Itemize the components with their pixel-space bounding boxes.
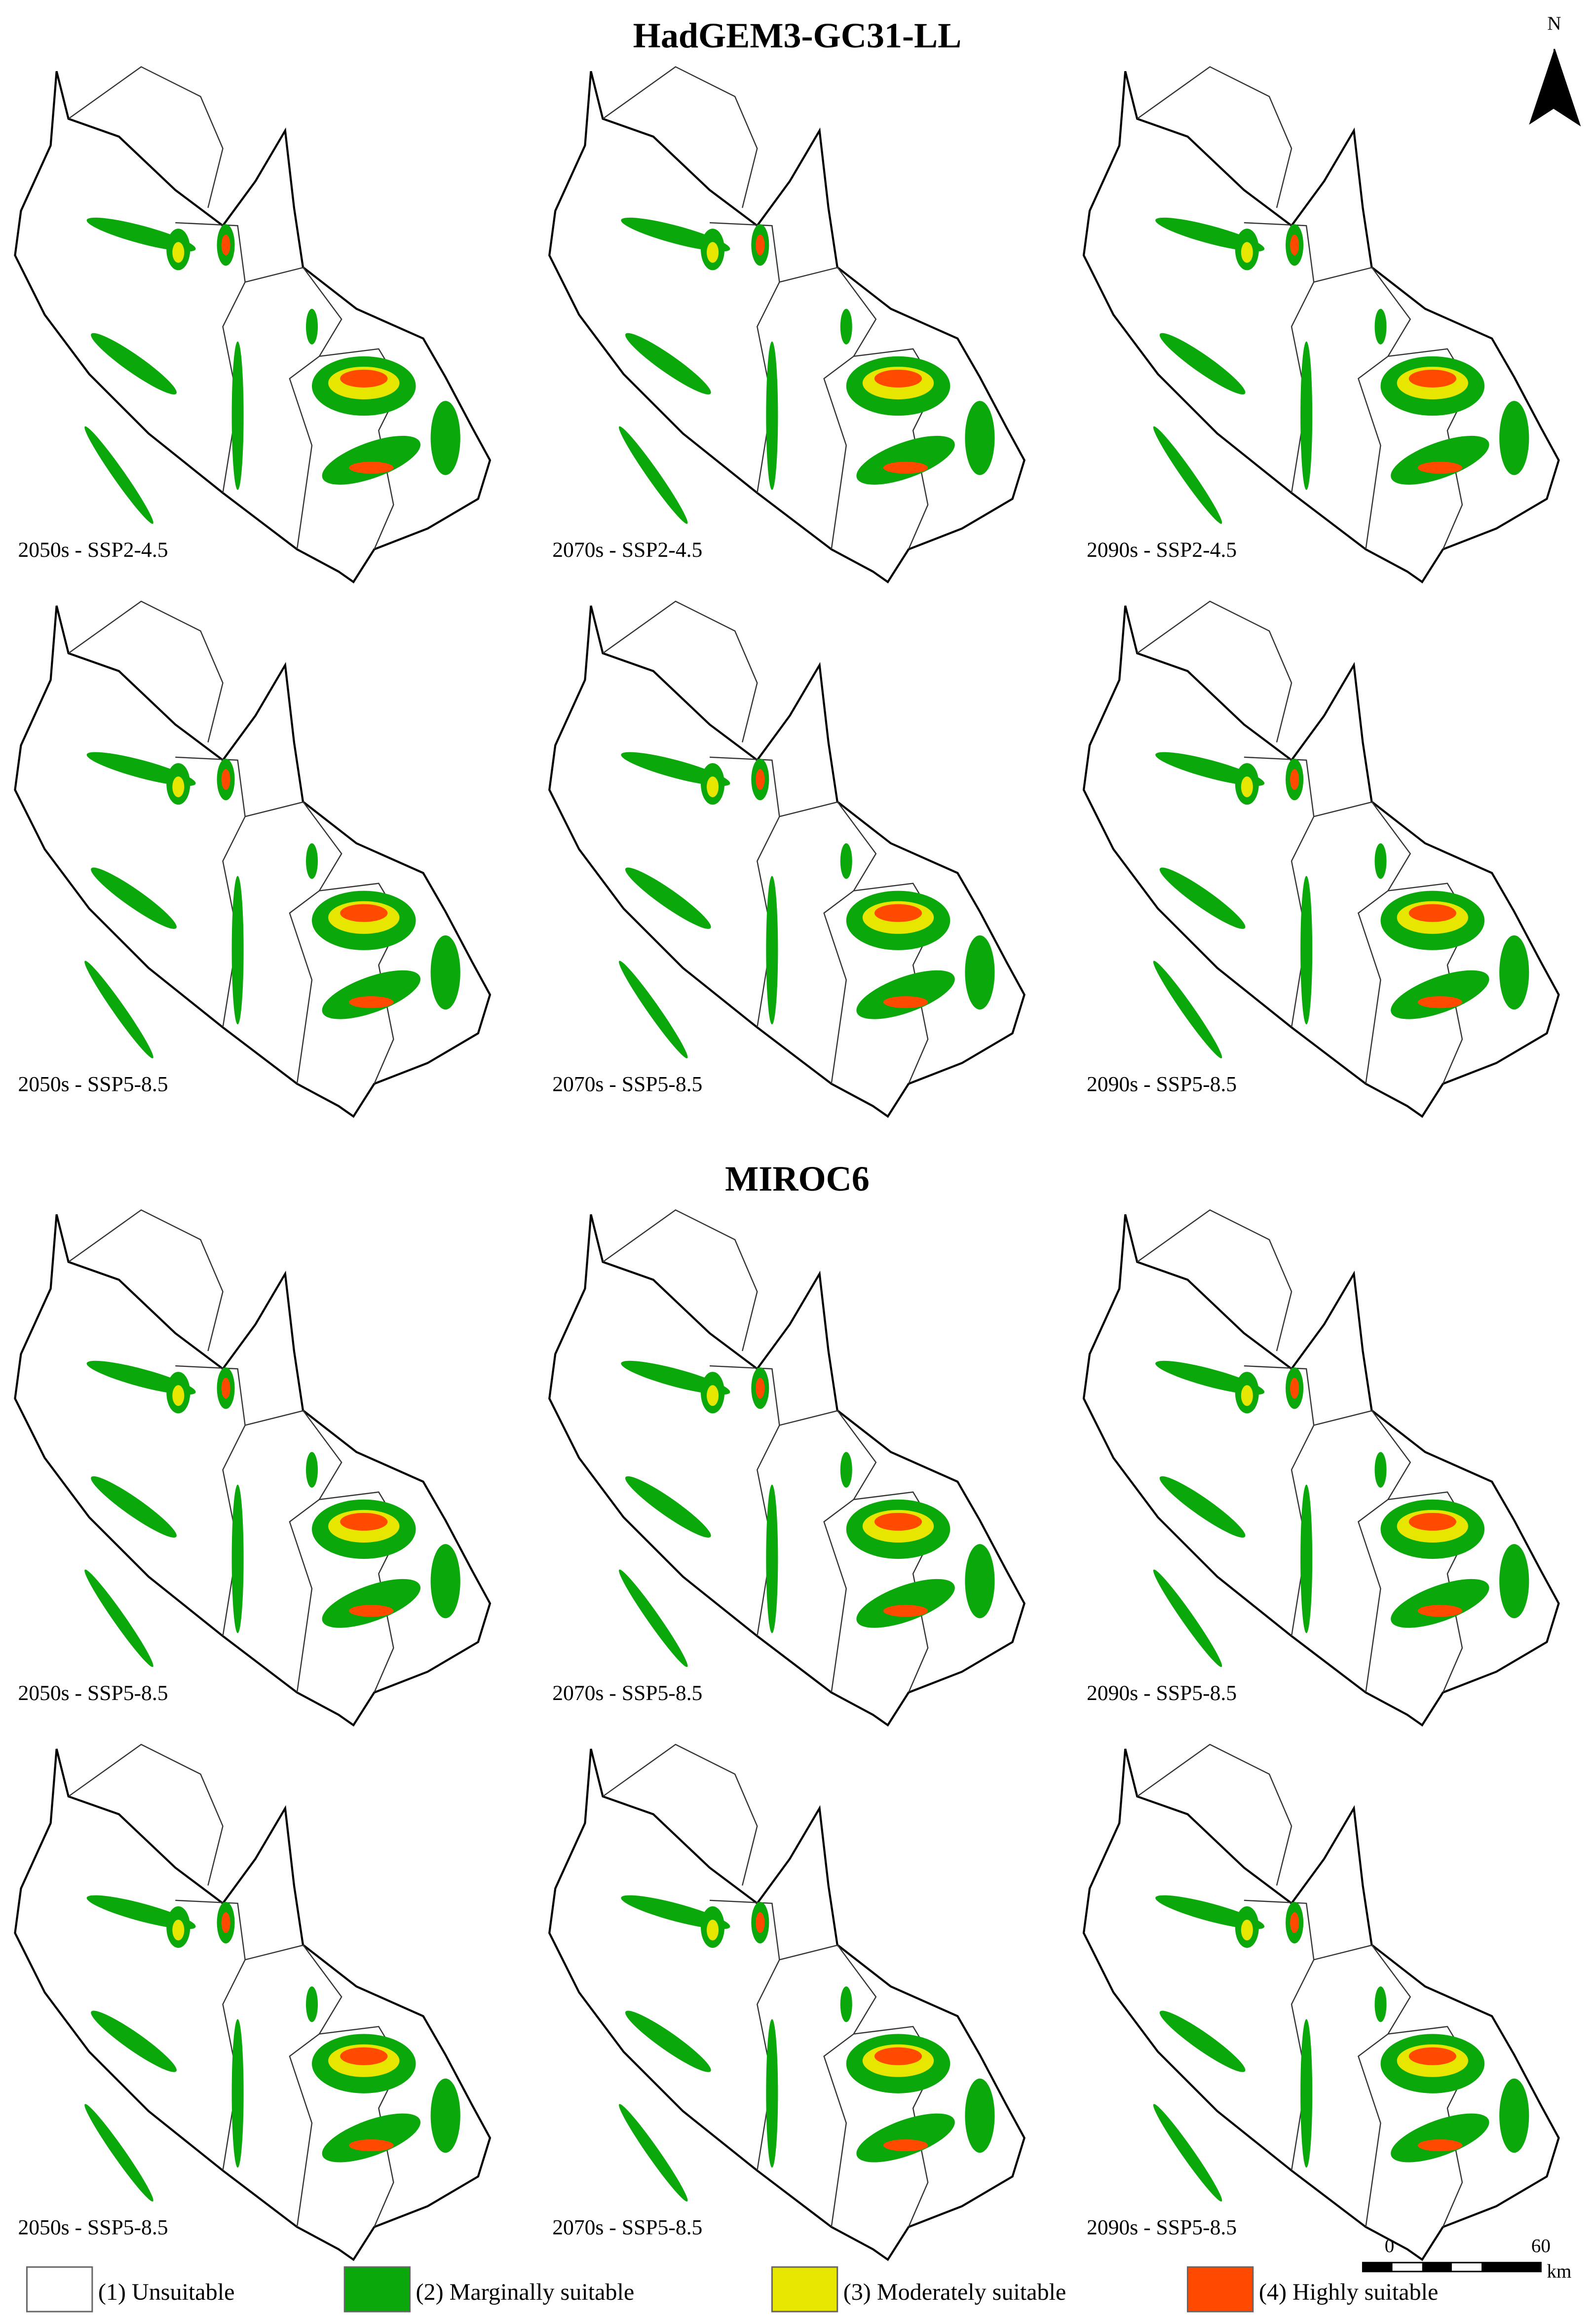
map-panel: 2050s - SSP5-8.5 (15, 601, 490, 1117)
map-panel: 2070s - SSP5-8.5 (549, 1744, 1024, 2260)
section-title: HadGEM3-GC31-LL (633, 16, 962, 55)
panel-label: 2050s - SSP2-4.5 (18, 538, 168, 562)
panels: HadGEM3-GC31-LL 2050s - SSP2-4.5 2070s - S… (15, 16, 1558, 2259)
panel-label: 2090s - SSP5-8.5 (1087, 2216, 1237, 2240)
legend: (1) Unsuitable (2) Marginally suitable (3)… (26, 2266, 1438, 2313)
map-panel: 2050s - SSP5-8.5 (15, 1744, 490, 2260)
legend-swatch (1187, 2266, 1254, 2313)
panel-label: 2090s - SSP5-8.5 (1087, 1681, 1237, 1705)
north-label: N (1547, 13, 1561, 34)
map-panel: 2090s - SSP5-8.5 (1084, 1210, 1558, 1725)
map-outline (1084, 1744, 1558, 2260)
scale-bar: 0 60 km (1362, 2236, 1571, 2282)
panel-label: 2050s - SSP5-8.5 (18, 2216, 168, 2240)
panel-label: 2090s - SSP2-4.5 (1087, 538, 1237, 562)
legend-label: (3) Moderately suitable (843, 2279, 1066, 2305)
map-outline (549, 1744, 1024, 2260)
map-outline (1084, 67, 1558, 582)
map-outline (1084, 1210, 1558, 1725)
panel-label: 2050s - SSP5-8.5 (18, 1073, 168, 1096)
legend-swatch (771, 2266, 838, 2313)
map-panel: 2090s - SSP5-8.5 (1084, 1744, 1558, 2260)
legend-label: (2) Marginally suitable (416, 2279, 635, 2305)
panel-label: 2070s - SSP5-8.5 (552, 1681, 702, 1705)
map-outline (15, 67, 490, 582)
map-outline (15, 601, 490, 1117)
map-outline (549, 67, 1024, 582)
map-panel: 2050s - SSP2-4.5 (15, 67, 490, 582)
map-outline (549, 1210, 1024, 1725)
panel-label: 2050s - SSP5-8.5 (18, 1681, 168, 1705)
map-panel: 2050s - SSP5-8.5 (15, 1210, 490, 1725)
legend-swatch (26, 2266, 93, 2313)
panel-label: 2070s - SSP5-8.5 (552, 1073, 702, 1096)
panel-label: 2070s - SSP5-8.5 (552, 2216, 702, 2240)
map-panel: 2090s - SSP5-8.5 (1084, 601, 1558, 1117)
legend-label: (4) Highly suitable (1259, 2279, 1438, 2305)
map-panel: 2070s - SSP5-8.5 (549, 1210, 1024, 1725)
north-arrow: N (1529, 13, 1581, 127)
map-outline (549, 601, 1024, 1117)
map-panel: 2090s - SSP2-4.5 (1084, 67, 1558, 582)
scale-tick: 0 (1385, 2236, 1395, 2257)
legend-swatch (343, 2266, 411, 2313)
map-panel: 2070s - SSP2-4.5 (549, 67, 1024, 582)
section-title: MIROC6 (725, 1159, 870, 1199)
map-panel: 2070s - SSP5-8.5 (549, 601, 1024, 1117)
scale-unit: km (1547, 2261, 1571, 2282)
legend-label: (1) Unsuitable (98, 2279, 235, 2305)
panel-label: 2090s - SSP5-8.5 (1087, 1073, 1237, 1096)
map-outline (15, 1744, 490, 2260)
map-outline (15, 1210, 490, 1725)
scale-tick: 60 (1531, 2236, 1551, 2257)
panel-label: 2070s - SSP2-4.5 (552, 538, 702, 562)
map-outline (1084, 601, 1558, 1117)
